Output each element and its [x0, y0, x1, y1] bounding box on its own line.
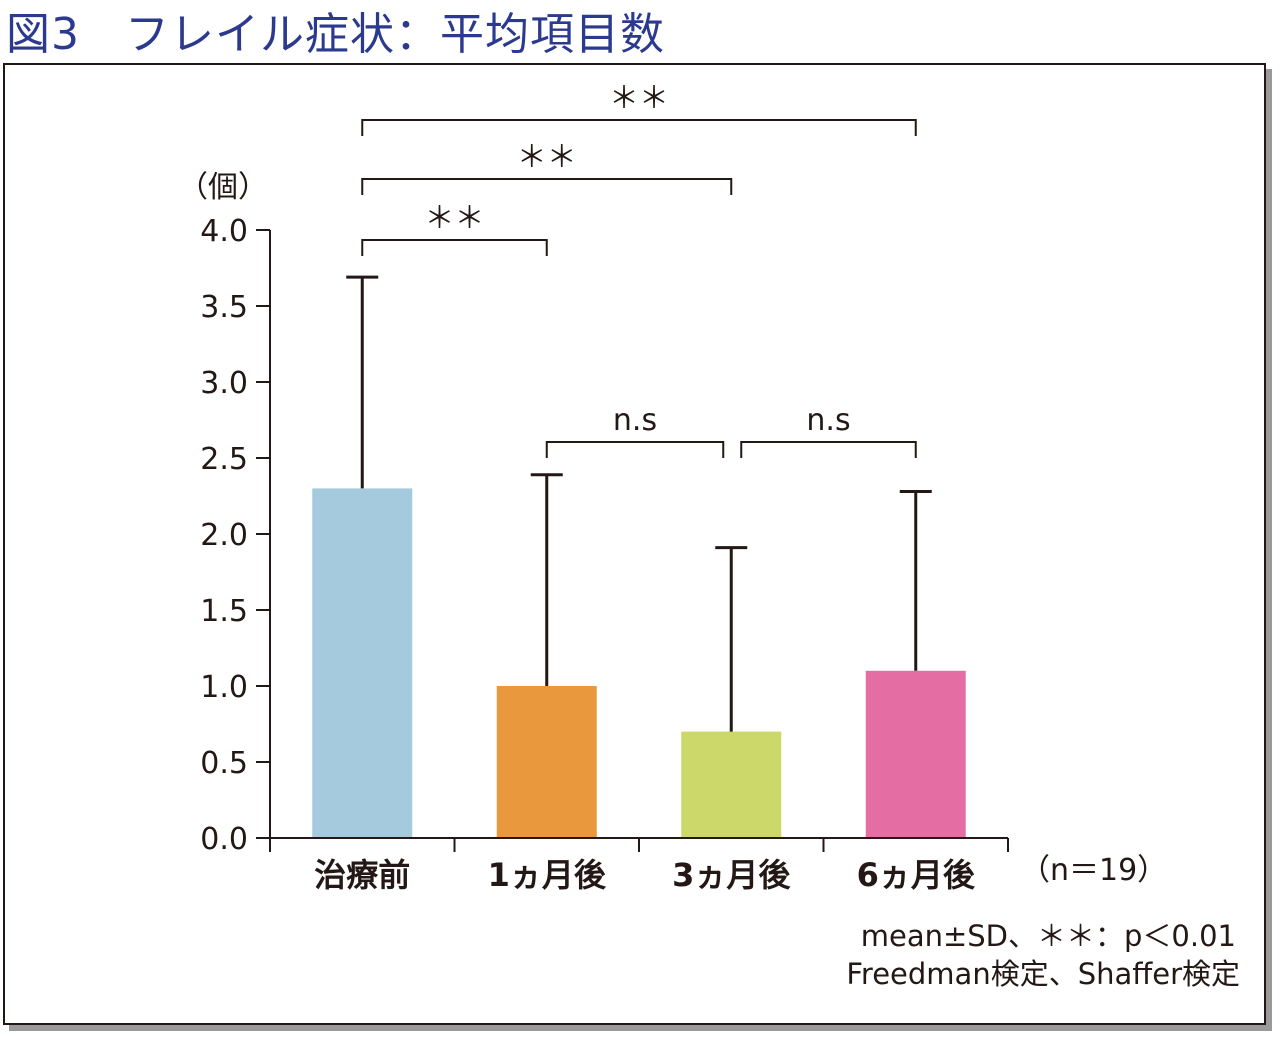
y-tick-label: 0.0 — [200, 822, 248, 857]
footnote-stats: mean±SD、＊＊：p＜0.01 — [861, 919, 1236, 953]
y-tick-label: 3.0 — [200, 366, 248, 401]
y-tick-label: 4.0 — [200, 214, 248, 249]
significance-bracket-2 — [361, 119, 917, 136]
y-tick-label: 2.5 — [200, 442, 248, 477]
footnote-test: Freedman検定、Shaffer検定 — [846, 957, 1240, 991]
y-tick-label: 0.5 — [200, 746, 248, 781]
y-tick-label: 1.5 — [200, 594, 248, 629]
x-tick-label: 6ヵ月後 — [857, 856, 976, 894]
significance-bracket-3 — [545, 441, 725, 458]
significance-bracket-0 — [361, 239, 548, 256]
bar-0 — [312, 488, 413, 838]
significance-label: ＊＊ — [517, 140, 577, 175]
y-tick-label: 1.0 — [200, 670, 248, 705]
significance-bracket-4 — [740, 441, 917, 458]
x-tick-label: 3ヵ月後 — [672, 856, 791, 894]
significance-label: n.s — [806, 403, 850, 438]
bar-2 — [681, 731, 782, 838]
y-tick-label: 2.0 — [200, 518, 248, 553]
sample-size-note: （n＝19） — [1020, 853, 1167, 888]
page-title: 図3 フレイル症状：平均項目数 — [6, 9, 665, 60]
y-axis-label: （個） — [178, 170, 268, 205]
bar-1 — [496, 686, 597, 838]
significance-label: n.s — [613, 403, 657, 438]
significance-bracket-1 — [361, 178, 733, 195]
chart-frame — [3, 63, 1266, 1025]
x-tick-label: 1ヵ月後 — [488, 856, 607, 894]
x-tick-label: 治療前 — [314, 856, 410, 894]
bar-3 — [865, 670, 966, 838]
significance-label: ＊＊ — [425, 201, 485, 236]
significance-label: ＊＊ — [609, 81, 669, 116]
y-tick-label: 3.5 — [200, 290, 248, 325]
